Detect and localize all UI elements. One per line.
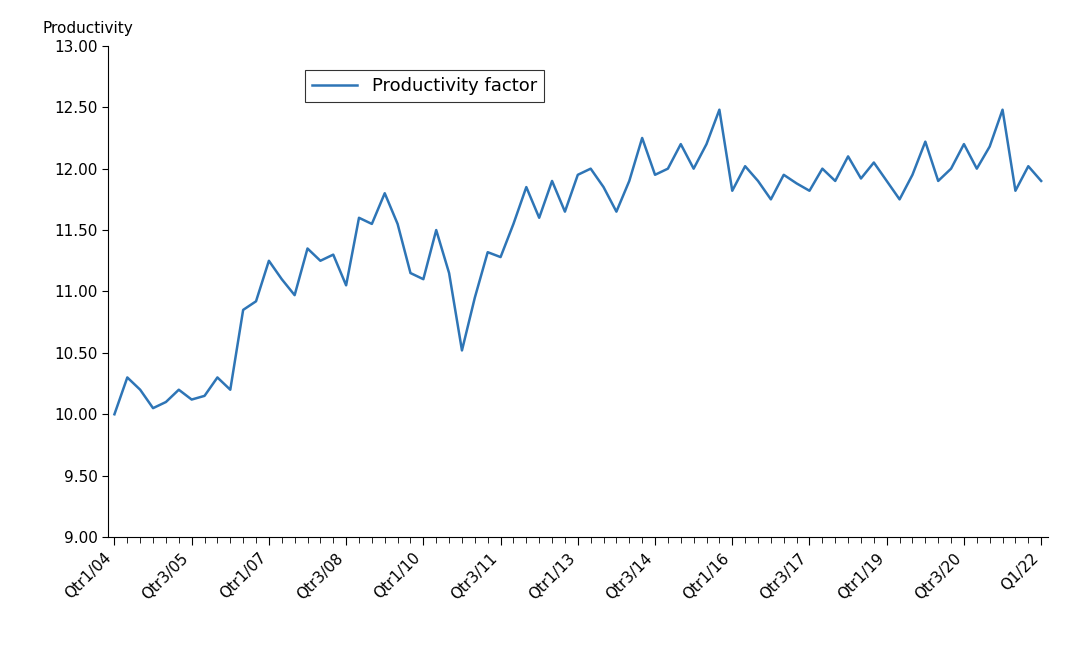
Productivity factor bbox=[417, 275, 430, 283]
Productivity factor bbox=[919, 138, 932, 145]
Productivity factor bbox=[108, 410, 121, 418]
Productivity factor bbox=[713, 105, 726, 113]
Productivity factor bbox=[1035, 177, 1048, 185]
Line: Productivity factor: Productivity factor bbox=[114, 109, 1041, 414]
Productivity factor bbox=[314, 257, 327, 265]
Productivity factor bbox=[571, 171, 584, 179]
Productivity factor bbox=[958, 140, 971, 148]
Legend: Productivity factor: Productivity factor bbox=[305, 69, 544, 102]
Productivity factor bbox=[893, 195, 906, 203]
Text: Productivity: Productivity bbox=[42, 21, 133, 36]
